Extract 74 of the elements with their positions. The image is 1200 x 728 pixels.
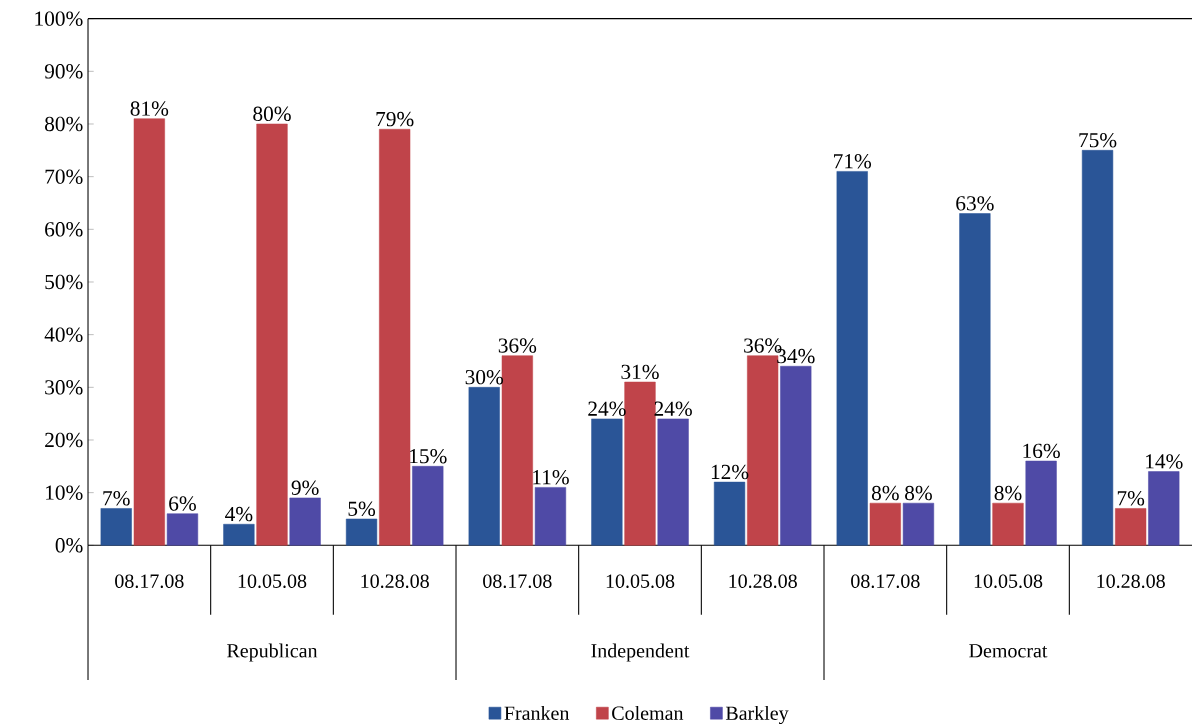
data-label: 9% — [291, 480, 319, 495]
x-tick-label: 08.17.08 — [851, 574, 920, 588]
x-tick-label: 10.05.08 — [606, 574, 675, 588]
bar — [166, 513, 199, 546]
bar — [1081, 150, 1114, 546]
bar — [468, 387, 500, 546]
x-tick-label: 08.17.08 — [483, 574, 552, 588]
x-tick-label: 08.17.08 — [115, 574, 184, 588]
bar — [959, 213, 991, 546]
bar — [100, 508, 132, 546]
data-label: 80% — [253, 106, 291, 122]
bar — [747, 355, 779, 546]
data-label: 11% — [533, 470, 569, 485]
bar — [256, 123, 288, 546]
data-label: 8% — [871, 485, 899, 501]
bar — [133, 118, 165, 546]
bar — [223, 523, 255, 546]
bar — [780, 365, 812, 546]
data-label: 8% — [994, 485, 1022, 501]
x-tick-label: 10.28.08 — [729, 574, 797, 588]
bar — [345, 518, 378, 546]
data-label: 71% — [834, 154, 872, 169]
text: Democrat — [969, 644, 1048, 658]
bar — [289, 497, 321, 546]
text: Independent — [591, 643, 690, 662]
data-label: 15% — [410, 448, 447, 464]
y-tick-label: 80% — [45, 116, 83, 132]
y-tick-label: 100% — [35, 11, 83, 26]
data-label: 79% — [376, 111, 414, 127]
legend-label: Barkley — [725, 705, 789, 725]
y-tick-label: 40% — [44, 327, 83, 342]
data-label: 31% — [621, 364, 659, 380]
bar — [379, 128, 411, 546]
bar — [902, 502, 935, 546]
data-label: 16% — [1023, 443, 1060, 459]
bar — [1148, 471, 1180, 546]
y-tick-label: 50% — [45, 274, 83, 290]
y-tick-label: 20% — [45, 432, 83, 448]
bar — [1025, 460, 1057, 546]
data-label: 63% — [956, 196, 994, 211]
x-tick-label: 10.05.08 — [238, 574, 307, 588]
x-tick-label: 10.28.08 — [1097, 574, 1165, 588]
legend-label: Franken — [504, 705, 570, 720]
data-label: 5% — [348, 501, 376, 517]
bar — [534, 487, 567, 546]
y-tick-label: 0% — [55, 538, 83, 553]
text: Republican — [227, 643, 318, 662]
bar — [992, 502, 1024, 546]
y-tick-label: 60% — [45, 222, 83, 237]
y-tick-label: 90% — [44, 64, 83, 79]
data-label: 7% — [1117, 491, 1145, 506]
y-tick-label: 30% — [45, 380, 83, 395]
data-label: 14% — [1146, 454, 1183, 469]
data-label: 81% — [130, 101, 169, 116]
y-tick-label: 10% — [46, 485, 83, 500]
bar — [1115, 508, 1147, 546]
bar — [836, 171, 868, 546]
data-label: 75% — [1079, 132, 1117, 148]
x-tick-label: 10.28.08 — [361, 574, 429, 588]
data-label: 36% — [498, 338, 537, 353]
data-label: 8% — [905, 485, 932, 501]
data-label: 4% — [225, 506, 253, 522]
y-tick-label: 70% — [45, 169, 83, 184]
bar — [412, 466, 444, 546]
bar — [869, 502, 901, 546]
bar — [501, 355, 533, 546]
data-label: 6% — [169, 496, 196, 511]
bar — [713, 481, 746, 546]
data-label: 7% — [103, 491, 130, 506]
bar — [624, 381, 656, 546]
bar — [591, 418, 623, 546]
legend-label: Coleman — [612, 705, 684, 720]
x-tick-label: 10.05.08 — [974, 574, 1043, 588]
bar — [657, 418, 689, 546]
